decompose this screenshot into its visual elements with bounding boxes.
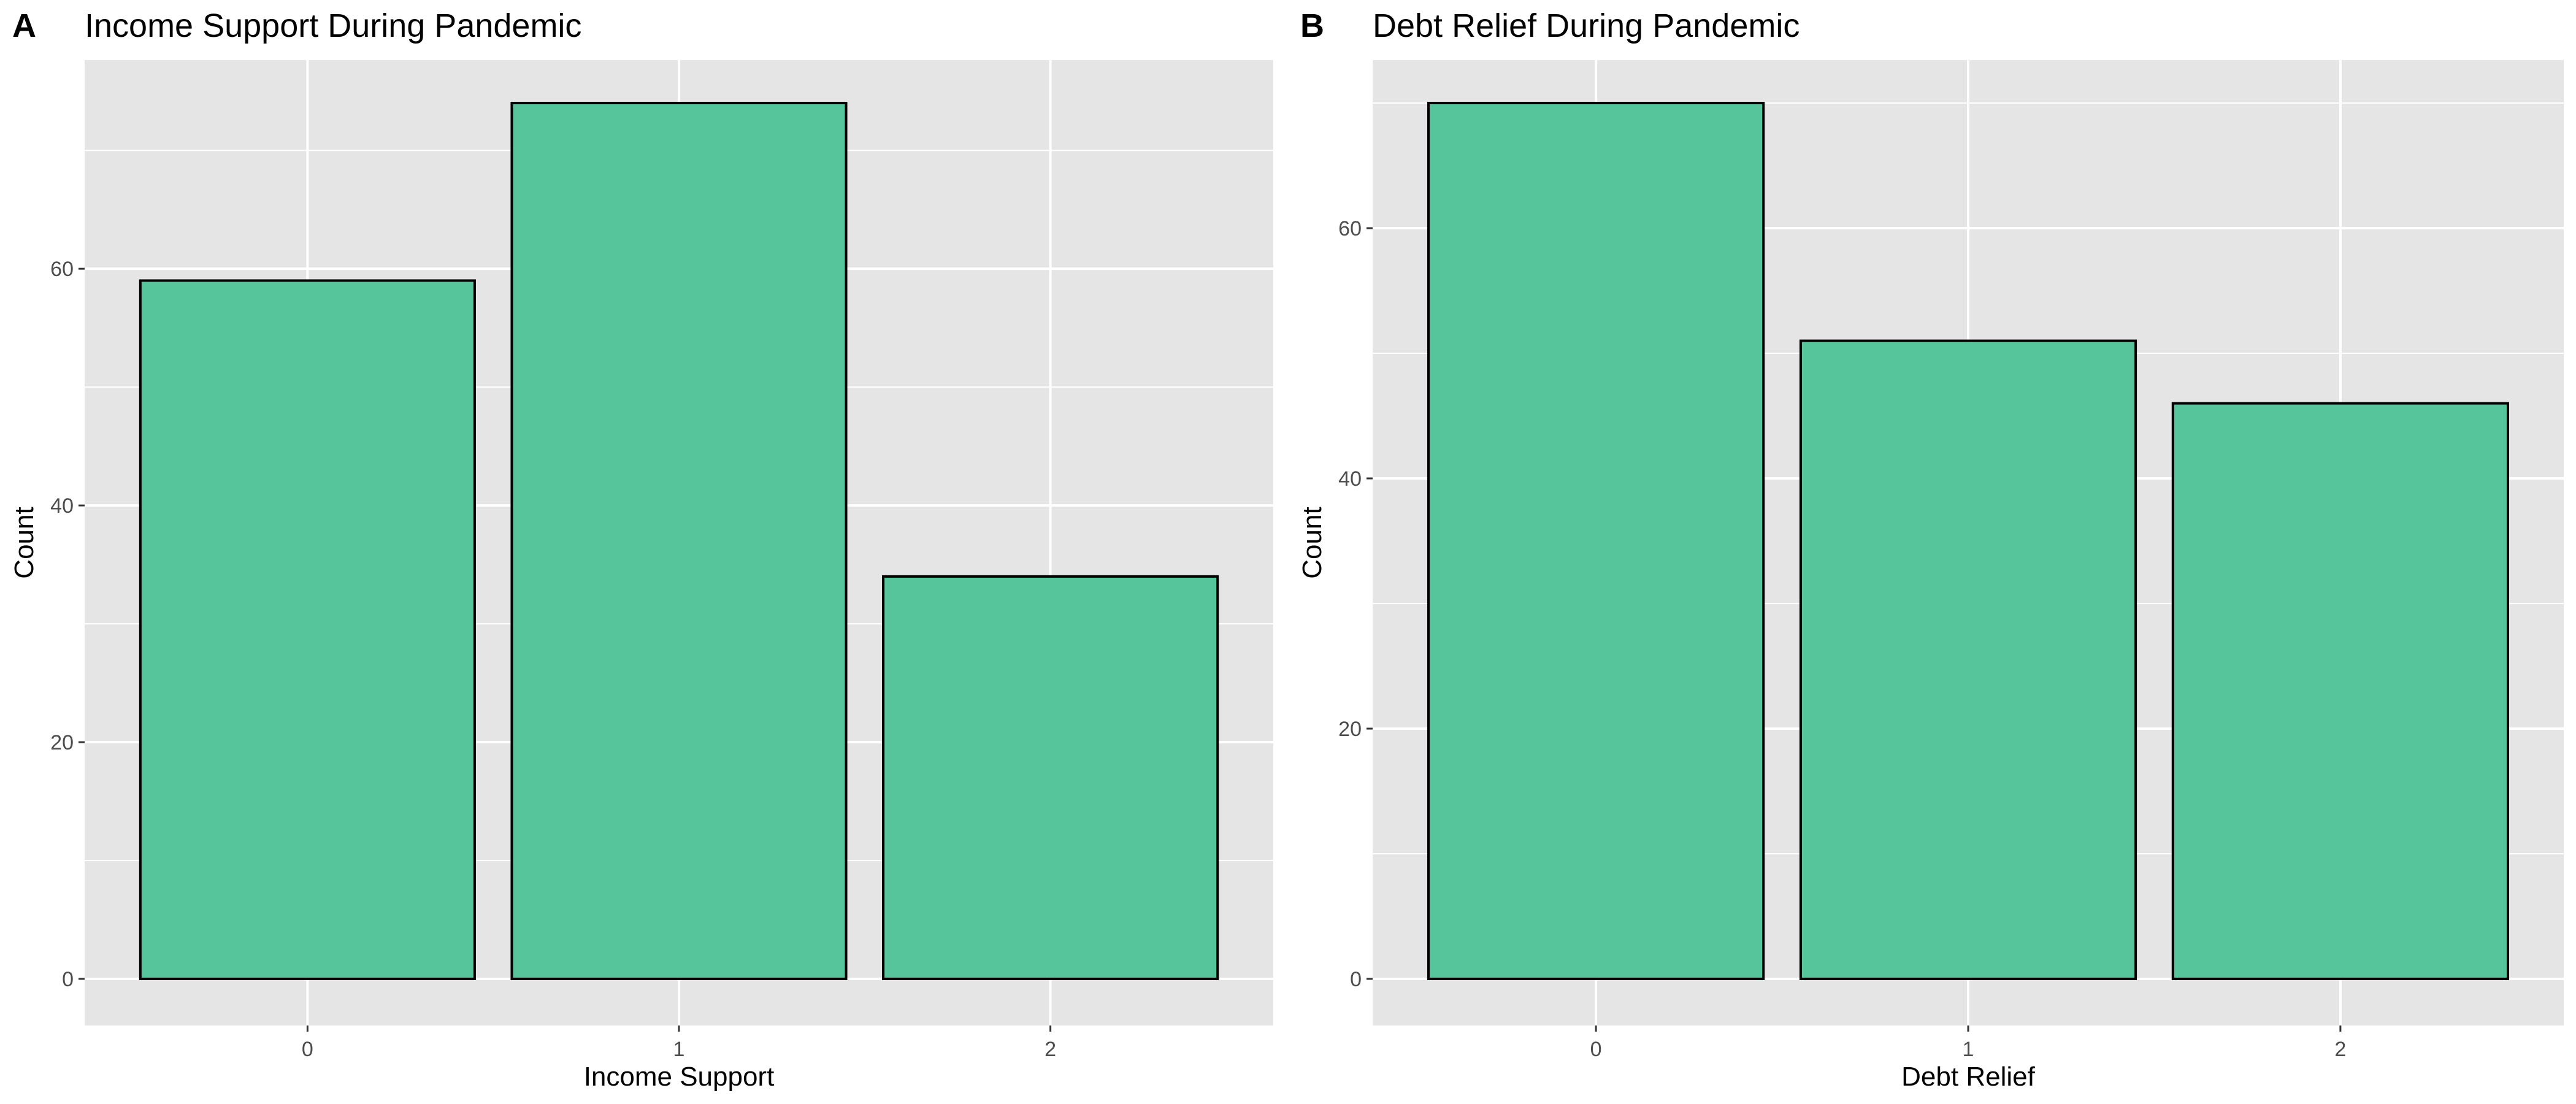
panel-a-x-axis-title: Income Support (584, 1062, 775, 1092)
x-tick-label: 2 (2334, 1038, 2346, 1061)
y-tick-label: 40 (1338, 467, 1362, 491)
bar-2 (2171, 402, 2509, 980)
y-tick-label: 60 (50, 258, 74, 281)
panel-a: A Income Support During Pandemic 0204060… (9, 7, 1273, 1092)
panel-a-x-axis: 0 1 2 (302, 1025, 1056, 1061)
y-tick-label: 0 (62, 968, 74, 991)
panel-b-y-axis: 0 20 40 60 (1338, 217, 1373, 991)
x-tick-label: 0 (1590, 1038, 1602, 1061)
bar-0 (1427, 102, 1765, 980)
bar-0 (139, 279, 476, 980)
y-tick-label: 60 (1338, 217, 1362, 240)
panel-a-letter: A (12, 7, 36, 44)
panel-a-y-axis-title: Count (9, 507, 39, 578)
x-tick-label: 1 (1963, 1038, 1974, 1061)
bar-2 (882, 575, 1219, 980)
panel-b-letter: B (1300, 7, 1324, 44)
bar-1 (1799, 339, 2137, 980)
panel-b-x-axis-title: Debt Relief (1901, 1062, 2035, 1092)
panel-b-y-axis-title: Count (1297, 507, 1327, 578)
panel-a-y-axis: 0 20 40 60 (50, 258, 85, 991)
x-tick-label: 0 (302, 1038, 313, 1061)
x-tick-label: 1 (673, 1038, 685, 1061)
bar-1 (510, 102, 848, 980)
panel-b: B Debt Relief During Pandemic 0 20 40 60 0 1… (1297, 7, 2564, 1092)
y-tick-label: 20 (50, 731, 74, 754)
panel-b-x-axis: 0 1 2 (1590, 1025, 2346, 1061)
panel-b-title: Debt Relief During Pandemic (1373, 7, 1800, 44)
y-tick-label: 0 (1350, 968, 1362, 991)
panel-a-title: Income Support During Pandemic (85, 7, 581, 44)
x-tick-label: 2 (1045, 1038, 1056, 1061)
panel-a-bars (139, 102, 1219, 980)
y-tick-label: 20 (1338, 718, 1362, 741)
panel-b-bars (1427, 102, 2509, 980)
y-tick-label: 40 (50, 494, 74, 518)
